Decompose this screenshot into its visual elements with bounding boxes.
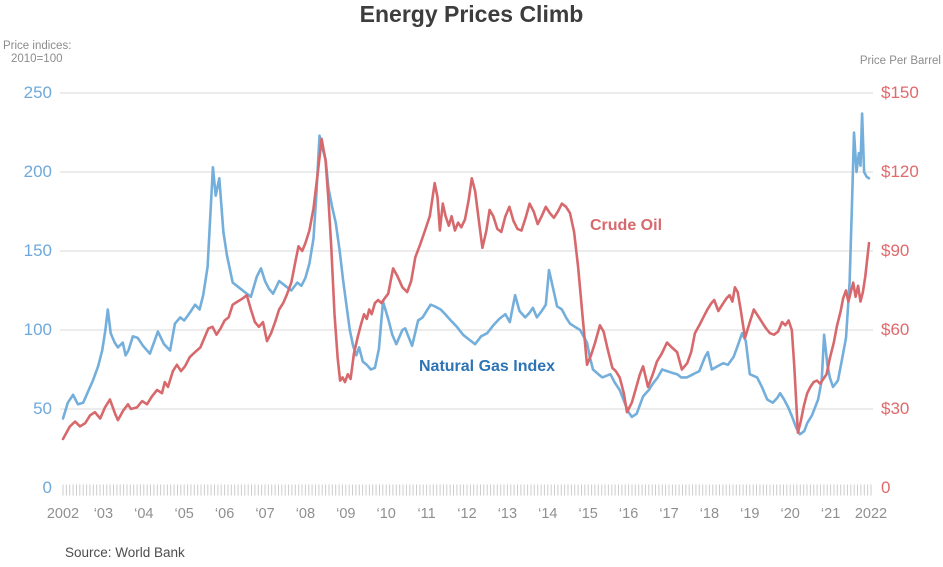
left-axis-tick-150: 150 (23, 241, 52, 260)
left-axis-title-line1: Price indices: (3, 40, 72, 52)
month-tick-strip (62, 484, 872, 496)
x-axis-tick-2002: 2002 (46, 506, 80, 522)
x-axis-tick-2016: ‘16 (618, 506, 639, 522)
crude-oil-series-label: Crude Oil (590, 217, 663, 234)
left-axis-title-line2: 2010=100 (11, 53, 63, 65)
right-axis-tick-$120: $120 (881, 162, 919, 181)
x-axis-tick-2019: ‘19 (740, 506, 760, 522)
left-axis-title: Price indices: 2010=100 (3, 40, 71, 66)
right-axis-tick-$150: $150 (881, 83, 919, 102)
right-axis-tick-0: 0 (881, 478, 891, 497)
right-axis-title: Price Per Barrel (859, 55, 941, 67)
x-axis-tick-2006: ‘06 (214, 506, 235, 522)
x-axis-tick-2007: ‘07 (255, 506, 275, 522)
x-axis-tick-2008: ‘08 (295, 506, 316, 522)
x-axis-tick-2010: ‘10 (376, 506, 396, 522)
right-axis-tick-$60: $60 (881, 320, 910, 339)
x-axis-tick-2013: ‘13 (497, 506, 518, 522)
left-axis-tick-200: 200 (23, 162, 52, 181)
x-axis-tick-2003: ‘03 (93, 506, 114, 522)
source-credit: Source: World Bank (65, 545, 185, 560)
chart-title: Energy Prices Climb (359, 1, 584, 27)
crude-oil-line (61, 137, 871, 441)
x-axis-tick-2014: ‘14 (538, 506, 558, 522)
x-axis-tick-2017: ‘17 (659, 506, 679, 522)
left-axis-tick-50: 50 (33, 399, 52, 418)
x-axis-tick-2018: ‘18 (699, 506, 720, 522)
x-axis-tick-2021: ‘21 (820, 506, 841, 522)
x-axis-tick-2009: ‘09 (336, 506, 356, 522)
x-axis-tick-2015: ‘15 (578, 506, 598, 522)
x-axis-tick-2020: ‘20 (780, 506, 800, 522)
natural-gas-line (61, 112, 871, 436)
natural-gas-series-label: Natural Gas Index (419, 358, 556, 375)
right-axis-tick-$90: $90 (881, 241, 910, 260)
x-axis-tick-2005: ‘05 (174, 506, 194, 522)
left-axis-tick-100: 100 (23, 320, 52, 339)
left-axis-tick-0: 0 (42, 478, 52, 497)
right-axis-tick-$30: $30 (881, 399, 910, 418)
x-axis-tick-2004: ‘04 (134, 506, 154, 522)
x-axis-tick-2022: 2022 (854, 506, 888, 522)
x-axis-tick-2011: ‘11 (417, 506, 436, 522)
x-axis-tick-2012: ‘12 (457, 506, 477, 522)
left-axis-tick-250: 250 (23, 83, 52, 102)
